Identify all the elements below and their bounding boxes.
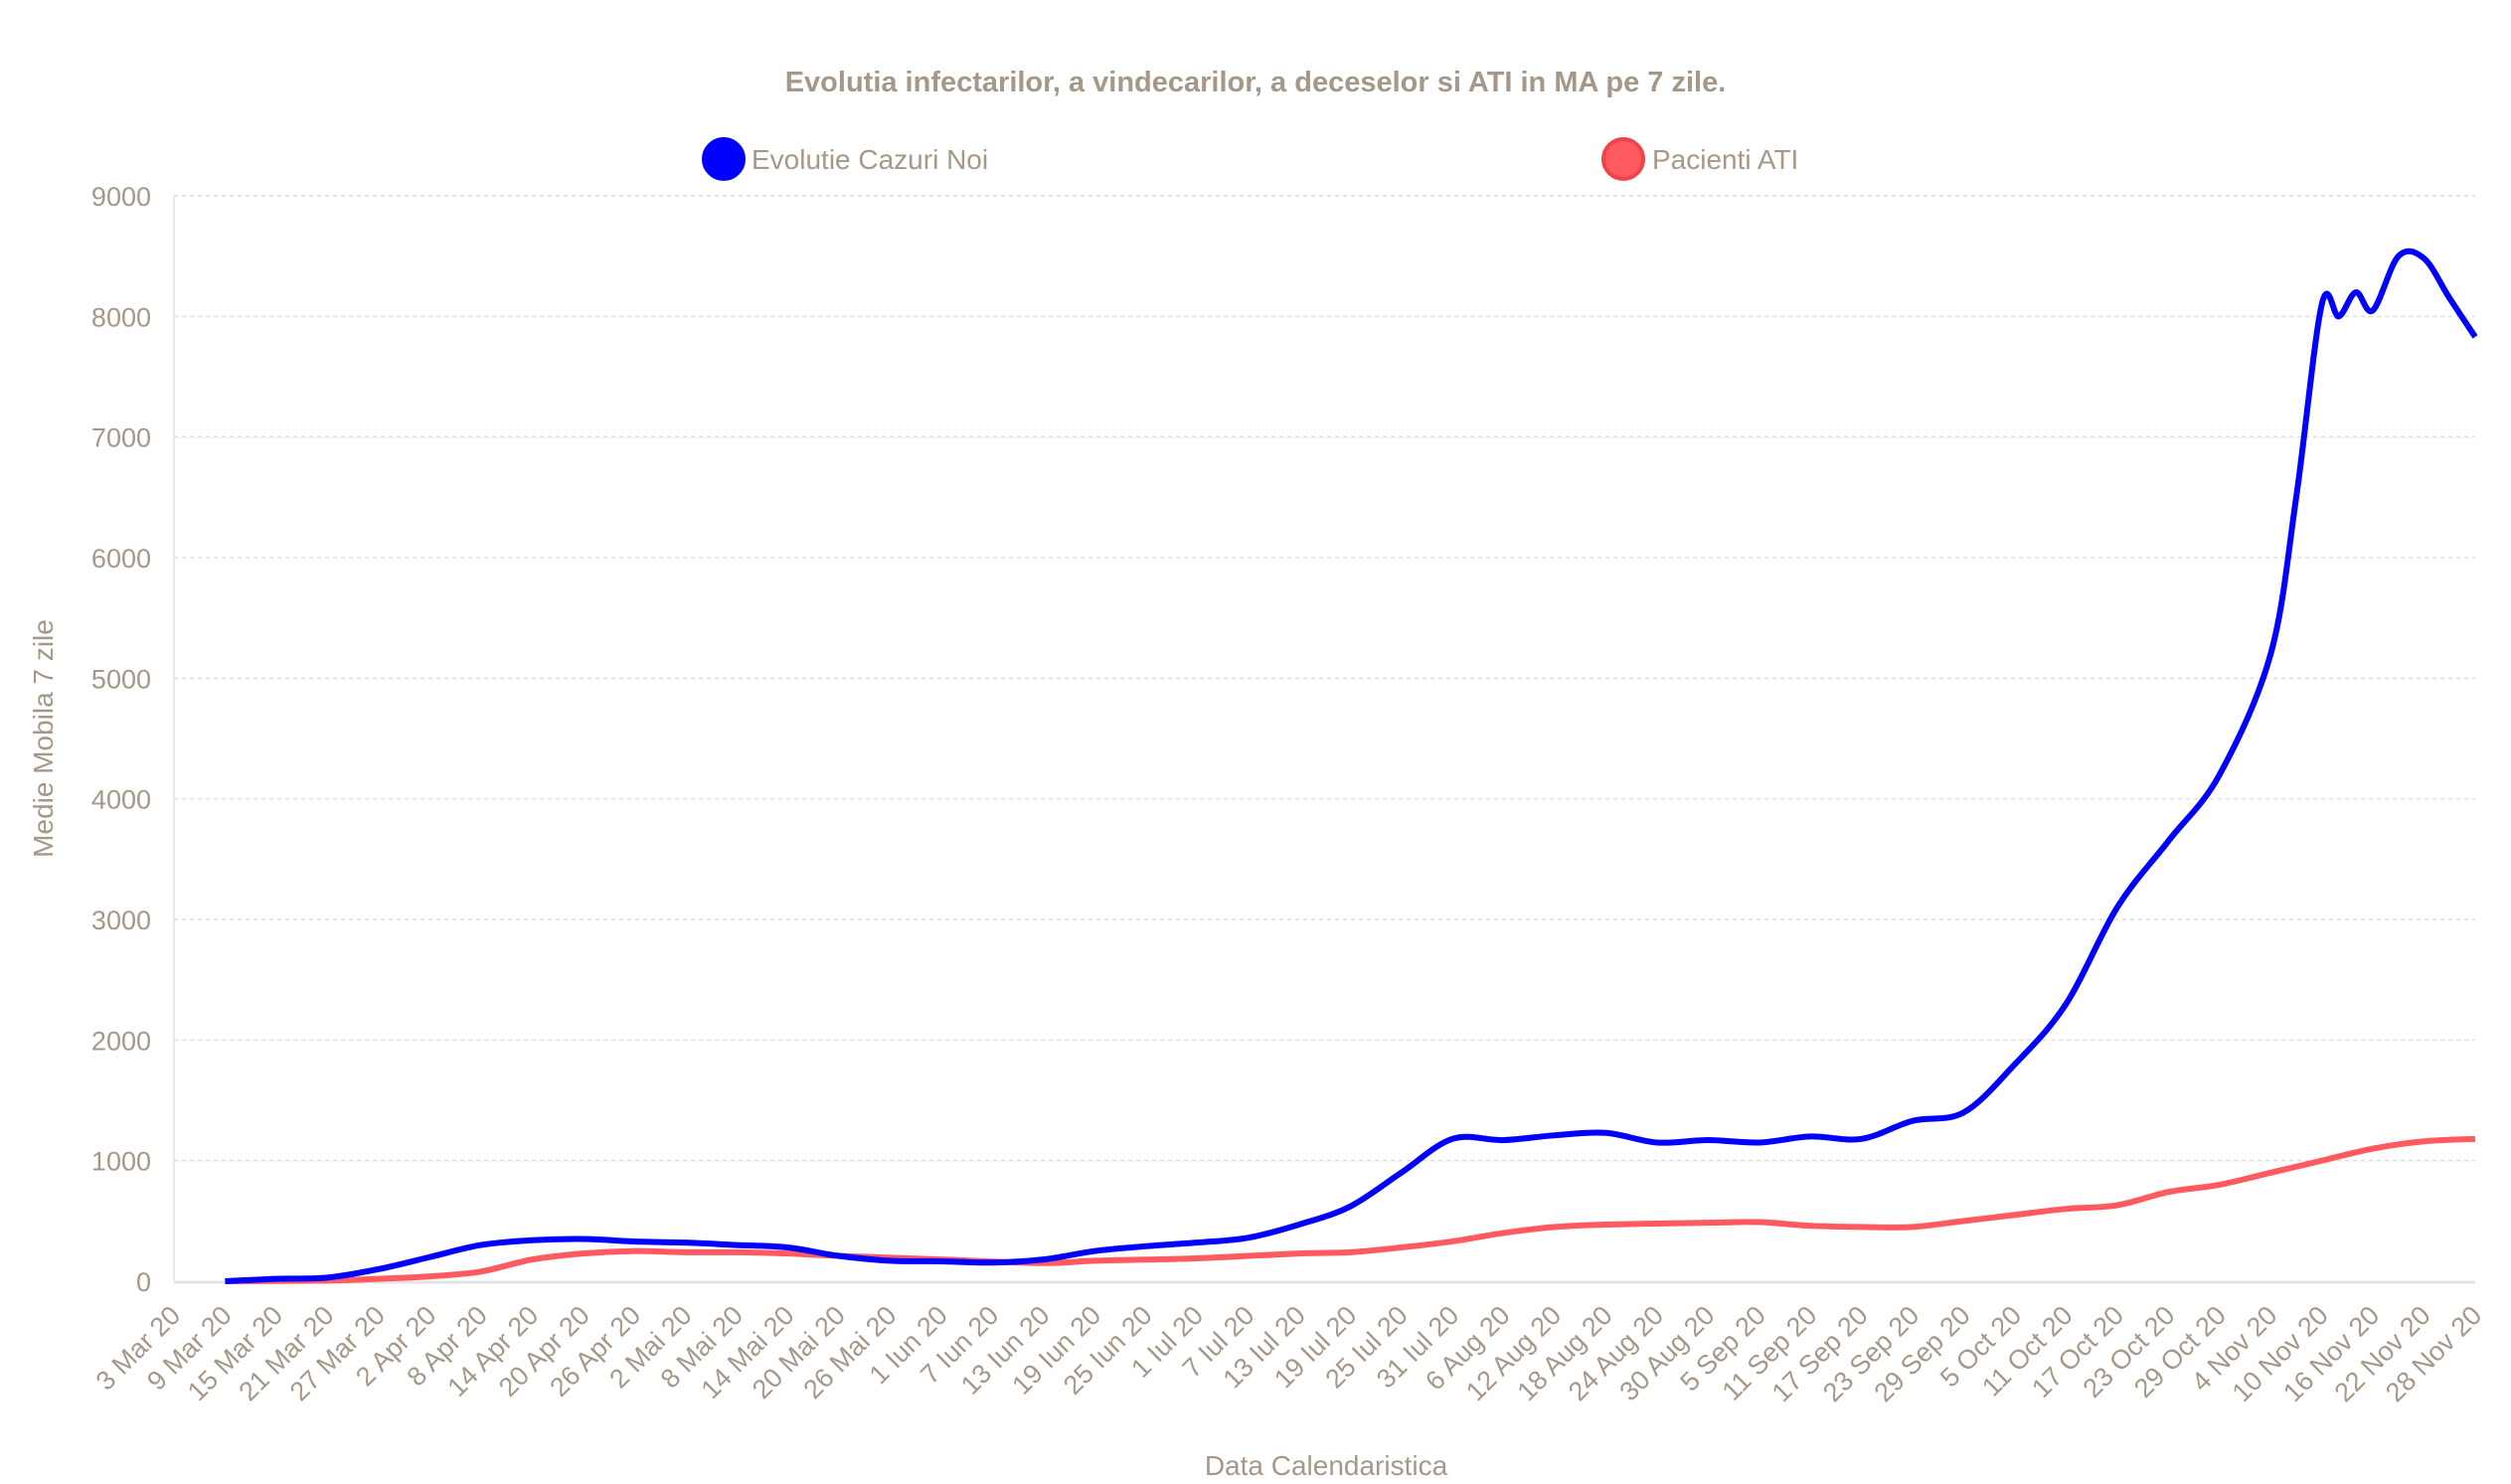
y-tick-label: 6000 <box>91 544 151 574</box>
x-axis-label: Data Calendaristica <box>1205 1450 1448 1481</box>
legend-item-cases[interactable]: Evolutie Cazuri Noi <box>702 137 988 181</box>
y-axis-label: Medie Mobila 7 zile <box>28 619 59 858</box>
legend: Evolutie Cazuri Noi Pacienti ATI <box>702 137 1798 181</box>
gridlines <box>174 195 2475 1162</box>
y-tick-label: 0 <box>136 1267 151 1297</box>
series-line-pacienti-ati <box>225 1135 2476 1284</box>
y-tick-label: 5000 <box>91 664 151 694</box>
legend-label-cases: Evolutie Cazuri Noi <box>752 144 988 175</box>
y-tick-label: 3000 <box>91 906 151 935</box>
y-axis: 0 1000 2000 3000 4000 5000 6000 7000 8000 9000 <box>91 182 151 1297</box>
y-tick-label: 2000 <box>91 1026 151 1056</box>
legend-item-icu[interactable]: Pacienti ATI <box>1601 137 1798 181</box>
chart-title: Evolutia infectarilor, a vindecarilor, a… <box>785 67 1727 98</box>
series-line-evolutie-cazuri-noi <box>225 247 2478 1284</box>
legend-marker-cases <box>702 137 746 181</box>
y-tick-label: 4000 <box>91 785 151 815</box>
y-tick-label: 7000 <box>91 423 151 453</box>
y-tick-label: 8000 <box>91 302 151 332</box>
series-lines <box>225 247 2478 1284</box>
y-tick-label: 9000 <box>91 182 151 212</box>
legend-label-icu: Pacienti ATI <box>1652 144 1798 175</box>
y-tick-label: 1000 <box>91 1147 151 1177</box>
legend-marker-icu <box>1601 137 1645 181</box>
